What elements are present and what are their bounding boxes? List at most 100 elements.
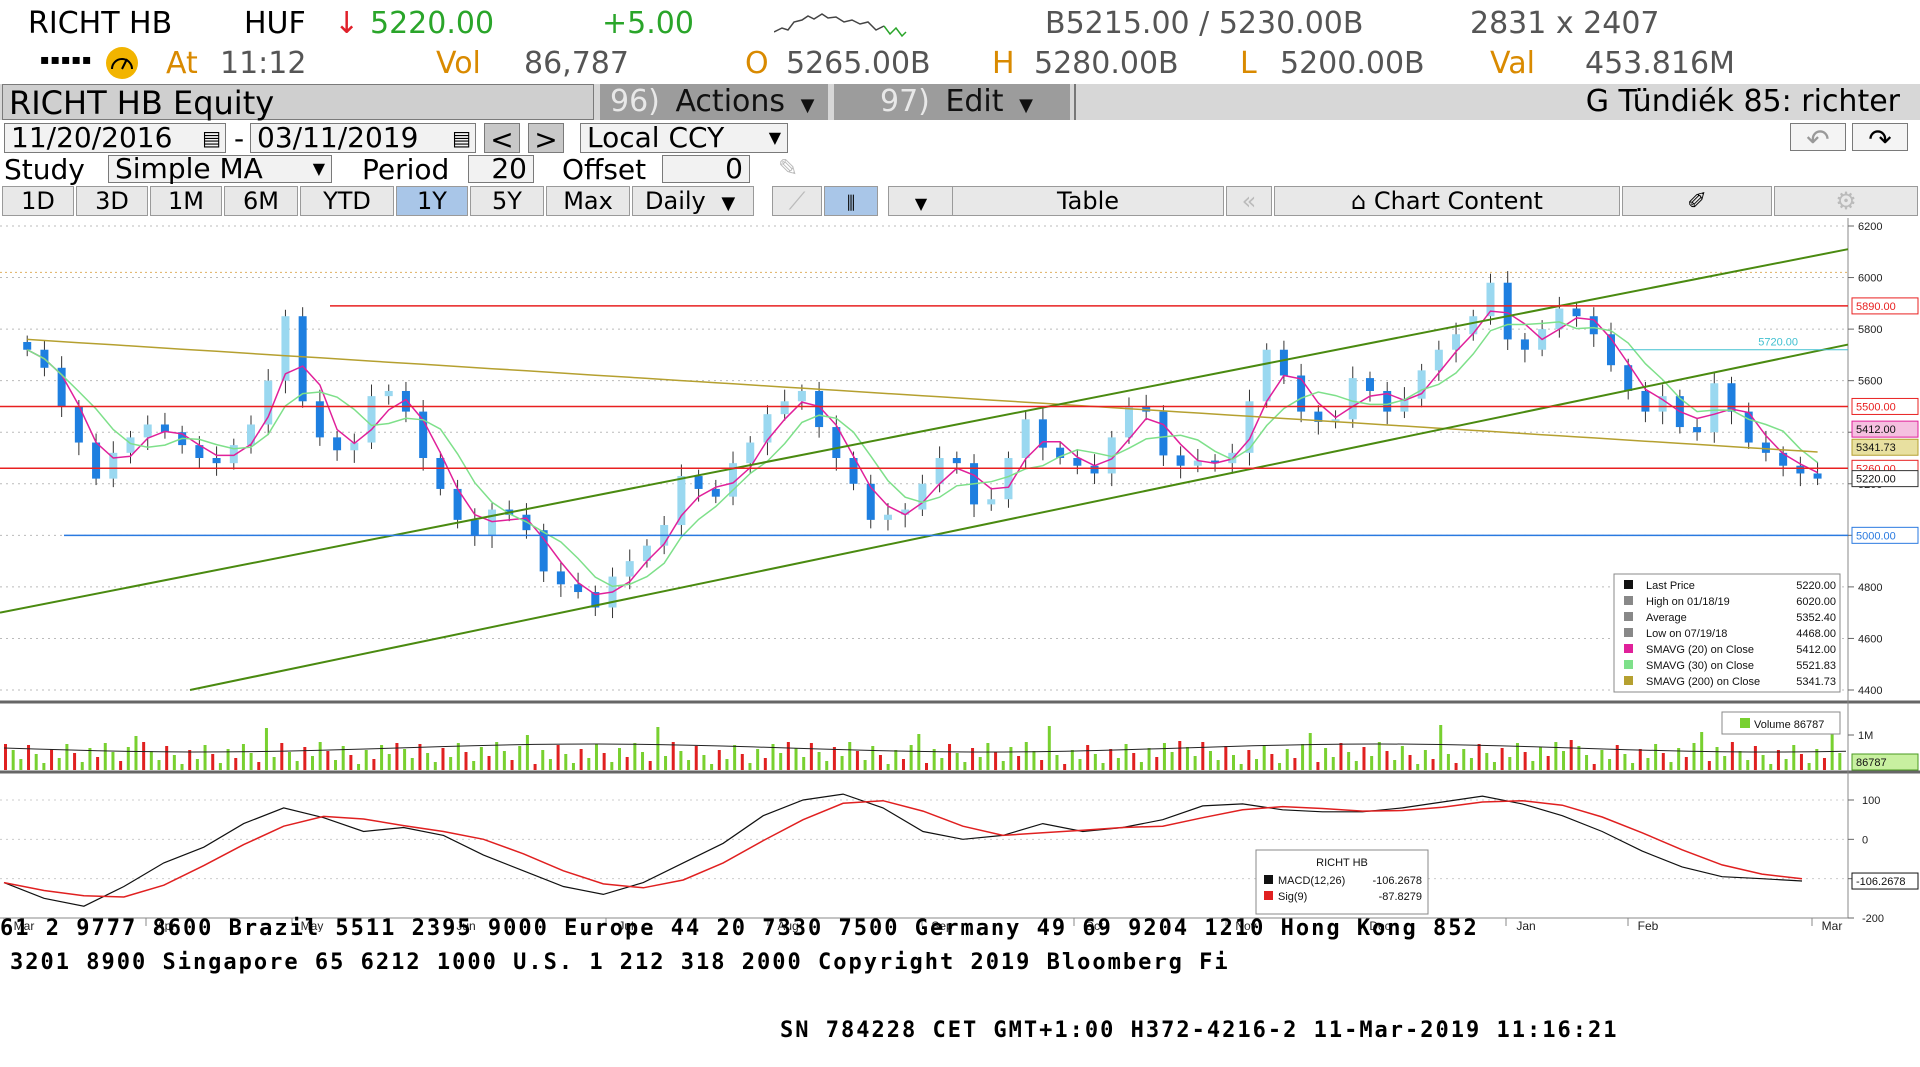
volume-bar	[387, 754, 391, 770]
volume-bar	[717, 750, 721, 770]
volume-bar	[464, 752, 468, 770]
tab-6m[interactable]: 6M	[224, 186, 298, 216]
volume-bar	[1592, 764, 1596, 770]
candle-chart-button[interactable]: ⫼	[824, 186, 878, 216]
low-label: L	[1240, 46, 1257, 81]
legend-value: 6020.00	[1796, 596, 1836, 608]
candle-body	[1606, 334, 1615, 366]
tab-3d[interactable]: 3D	[76, 186, 148, 216]
collapse-button[interactable]: «	[1226, 186, 1272, 216]
volume-bar	[1270, 754, 1274, 770]
macd-legend-swatch	[1264, 891, 1273, 900]
date-from-field[interactable]: 11/20/2016 ▤	[4, 123, 226, 153]
volume-bar	[594, 744, 598, 770]
volume-bar	[794, 748, 798, 770]
frequency-select[interactable]: Daily ▼	[632, 186, 754, 216]
line-chart-icon: ⟋	[788, 187, 806, 215]
volume-bar	[80, 762, 84, 770]
volume-bar	[142, 742, 146, 770]
volume-bar	[157, 760, 161, 770]
volume-bar	[188, 750, 192, 770]
tab-ytd[interactable]: YTD	[300, 186, 394, 216]
volume-bar	[971, 748, 975, 770]
volume-bar	[1324, 748, 1328, 770]
volume-bar	[1408, 755, 1412, 770]
volume-bar	[1776, 750, 1780, 770]
volume-bar	[349, 755, 353, 770]
security-field[interactable]: RICHT HB Equity	[2, 84, 594, 121]
actions-menu[interactable]: 96) Actions ▼	[600, 84, 828, 120]
level-label: 5000.00	[1856, 530, 1896, 542]
chart-area[interactable]: 6200600058005600540052005000480046004400…	[0, 218, 1920, 932]
undo-button[interactable]: ↶	[1790, 123, 1846, 156]
table-button[interactable]: Table	[952, 186, 1224, 216]
candle-body	[1710, 383, 1719, 433]
volume-bar	[702, 755, 706, 770]
volume-bar	[1730, 742, 1734, 770]
volume-bar	[871, 746, 875, 770]
volume-bar	[1822, 758, 1826, 770]
volume-bar	[1393, 760, 1397, 770]
redo-button[interactable]: ↷	[1852, 123, 1908, 156]
currency-value: Local CCY	[587, 121, 725, 154]
chart-type-dropdown[interactable]: ▼	[888, 186, 954, 216]
edit-menu[interactable]: 97) Edit ▼	[834, 84, 1070, 120]
date-to-field[interactable]: 03/11/2019 ▤	[250, 123, 476, 153]
volume-bar	[264, 728, 268, 770]
calendar-icon[interactable]: ▤	[202, 126, 221, 150]
volume-bar	[195, 759, 199, 770]
tab-5y[interactable]: 5Y	[470, 186, 544, 216]
calendar-icon[interactable]: ▤	[452, 126, 471, 150]
volume-bar	[180, 764, 184, 770]
candle-body	[57, 367, 66, 407]
volume-bar	[1623, 754, 1627, 770]
at-label: At	[166, 46, 198, 81]
period-input[interactable]: 20	[468, 155, 534, 183]
candle-body	[1813, 473, 1822, 479]
tab-1m[interactable]: 1M	[150, 186, 222, 216]
candle-body	[711, 488, 720, 497]
volume-bar	[1508, 757, 1512, 770]
prev-button[interactable]: <	[484, 123, 520, 156]
date-separator: -	[234, 122, 245, 155]
chevron-down-icon: ▼	[768, 128, 781, 147]
gauge-icon[interactable]	[106, 47, 138, 79]
chart-content-button[interactable]: ⌂ Chart Content	[1274, 186, 1620, 216]
settings-button[interactable]: ⚙	[1774, 186, 1918, 216]
currency-select[interactable]: Local CCY ▼	[580, 123, 788, 153]
annotate-button[interactable]: ✐	[1622, 186, 1772, 216]
pencil-icon[interactable]: ✎	[778, 154, 799, 182]
next-button[interactable]: >	[528, 123, 564, 156]
line-chart-button[interactable]: ⟋	[772, 186, 822, 216]
tab-1y[interactable]: 1Y	[396, 186, 468, 216]
candle-body	[1297, 375, 1306, 412]
candle-body	[574, 584, 583, 593]
volume-bar	[1485, 753, 1489, 770]
tab-max[interactable]: Max	[546, 186, 630, 216]
volume-bar	[832, 747, 836, 770]
candle-body	[1107, 437, 1116, 474]
candle-body	[1400, 398, 1409, 412]
sma-30-line	[26, 321, 1819, 588]
candle-body	[763, 414, 772, 443]
volume-bar	[1500, 748, 1504, 770]
volume-bar	[1462, 749, 1466, 770]
tab-1d[interactable]: 1D	[2, 186, 74, 216]
candle-body	[1314, 411, 1323, 422]
legend-item: Last Price	[1646, 580, 1695, 592]
volume-bar	[994, 752, 998, 770]
candle-body	[1038, 419, 1047, 448]
volume-bar	[1707, 761, 1711, 770]
legend-item: High on 01/18/19	[1646, 596, 1730, 608]
volume-bar	[1139, 762, 1143, 770]
volume-bar	[763, 758, 767, 770]
macd-tick-label: 0	[1862, 834, 1868, 846]
study-select[interactable]: Simple MA ▼	[108, 155, 332, 183]
candle-body	[1469, 316, 1478, 335]
chart-content-icon: ⌂	[1351, 187, 1367, 215]
channel-upper-line	[0, 248, 1849, 614]
volume-bar	[825, 761, 829, 770]
volume-bar	[1178, 741, 1182, 770]
offset-input[interactable]: 0	[662, 155, 750, 183]
volume-bar	[326, 751, 330, 770]
